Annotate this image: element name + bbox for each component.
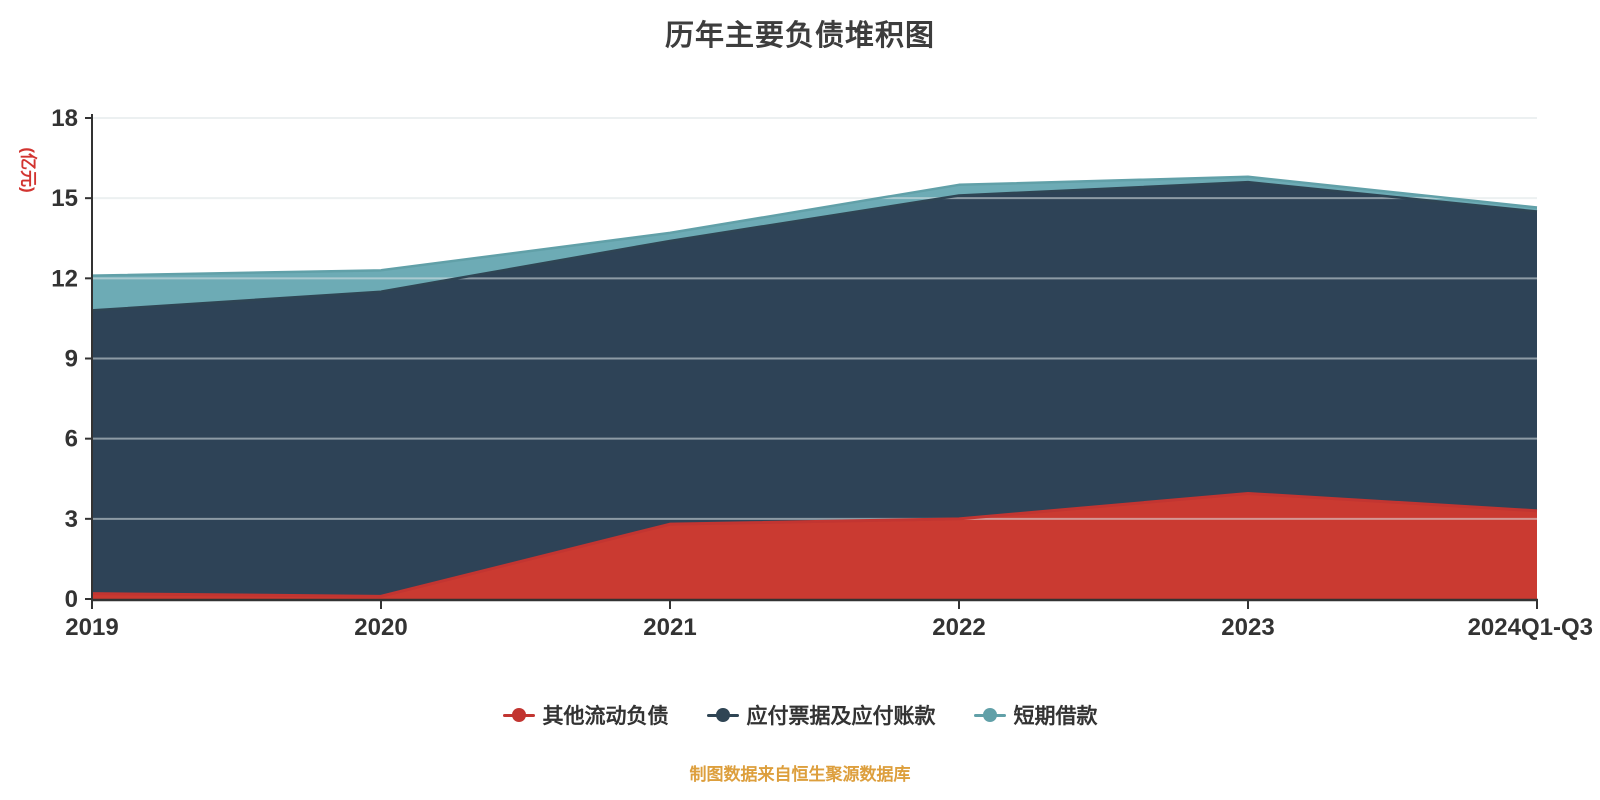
x-tick-label-2024Q1-Q3: 2024Q1-Q3 xyxy=(1468,614,1593,641)
legend-item-notes-and-accounts-payable[interactable]: 应付票据及应付账款 xyxy=(706,700,936,730)
legend-line-dot-icon xyxy=(502,707,535,723)
legend-item-short-term-loans[interactable]: 短期借款 xyxy=(973,700,1098,730)
legend-label: 应付票据及应付账款 xyxy=(746,705,936,728)
x-tick-label-2019: 2019 xyxy=(65,614,118,641)
legend-item-other-current-liabilities[interactable]: 其他流动负债 xyxy=(502,700,669,730)
y-tick-label-12: 12 xyxy=(51,265,78,292)
data-source-note: 制图数据来自恒生聚源数据库 xyxy=(689,765,911,784)
x-tick-label-2022: 2022 xyxy=(932,614,985,641)
y-tick-label-3: 3 xyxy=(65,506,78,533)
area-short-term-loans xyxy=(92,176,1537,311)
legend-label: 其他流动负债 xyxy=(542,705,669,728)
x-tick-label-2020: 2020 xyxy=(354,614,407,641)
line-short-term-loans xyxy=(91,175,1538,277)
x-tick-label-2021: 2021 xyxy=(643,614,696,641)
y-tick-label-9: 9 xyxy=(65,346,78,373)
x-tick-label-2023: 2023 xyxy=(1221,614,1274,641)
chart-title: 历年主要负债堆积图 xyxy=(664,20,935,52)
legend-line-dot-icon xyxy=(973,707,1006,723)
line-other-current-liabilities xyxy=(91,491,1538,598)
area-other-current-liabilities xyxy=(92,493,1537,599)
y-tick-label-6: 6 xyxy=(65,426,78,453)
chart-legend: 其他流动负债 应付票据及应付账款 短期借款 xyxy=(0,700,1600,730)
line-notes-and-accounts-payable xyxy=(91,180,1538,312)
y-tick-label-18: 18 xyxy=(51,105,78,132)
y-tick-label-0: 0 xyxy=(65,586,78,613)
legend-line-dot-icon xyxy=(706,707,739,723)
legend-label: 短期借款 xyxy=(1013,705,1098,728)
y-tick-label-15: 15 xyxy=(51,185,78,212)
area-notes-and-accounts-payable xyxy=(92,182,1537,597)
